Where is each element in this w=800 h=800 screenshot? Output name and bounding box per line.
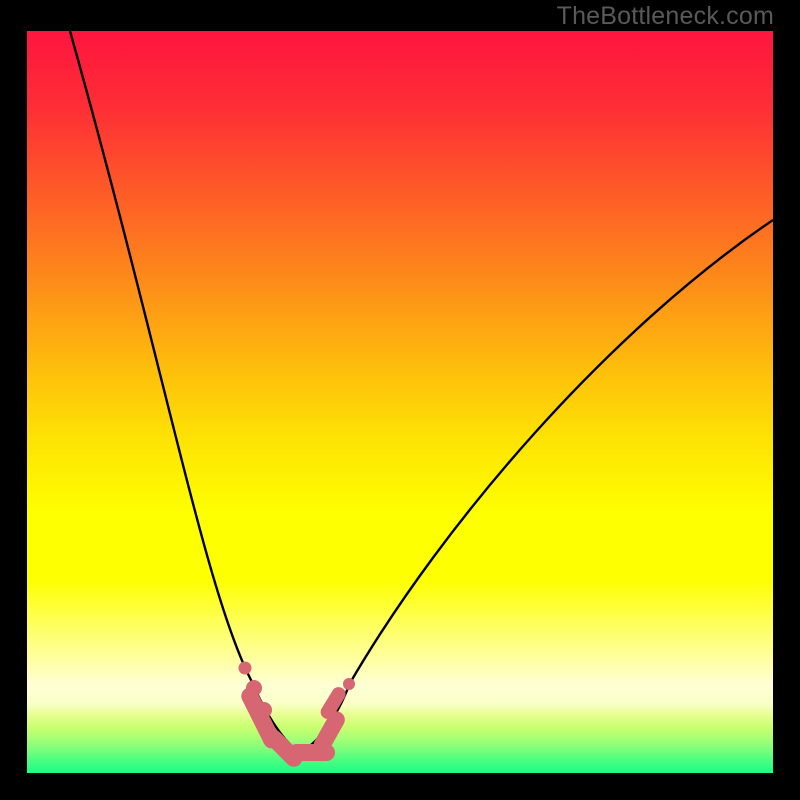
valley-marker	[239, 662, 252, 675]
valley-marker	[343, 678, 355, 690]
plot-gradient-background	[27, 31, 773, 773]
valley-marker	[246, 680, 262, 696]
watermark-text: TheBottleneck.com	[557, 2, 774, 31]
valley-marker	[256, 702, 272, 718]
chart-stage: TheBottleneck.com	[0, 0, 800, 800]
